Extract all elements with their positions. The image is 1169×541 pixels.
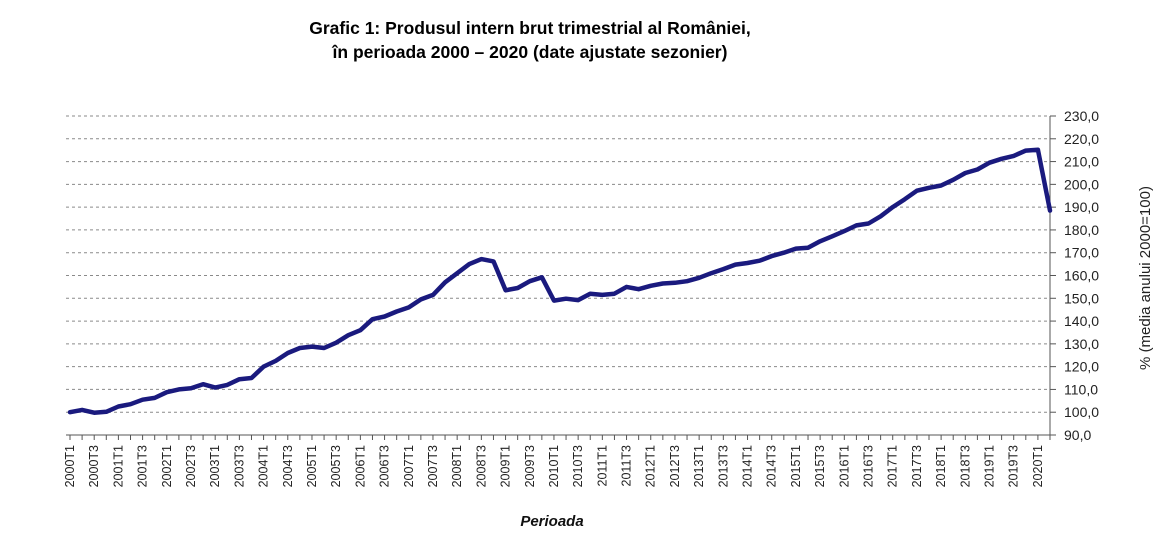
- x-tick-label: 2014T1: [741, 445, 755, 487]
- y-axis-label: % (media anului 2000=100): [1137, 186, 1154, 370]
- y-tick-label: 170,0: [1064, 245, 1099, 261]
- y-tick-label: 190,0: [1064, 199, 1099, 215]
- x-tick-label: 2012T1: [644, 445, 658, 487]
- y-tick-label: 210,0: [1064, 154, 1099, 170]
- x-tick-label: 2008T1: [450, 445, 464, 487]
- y-tick-label: 220,0: [1064, 131, 1099, 147]
- x-tick-label: 2005T3: [329, 445, 343, 487]
- x-tick-label: 2011T3: [620, 445, 634, 487]
- x-tick-label: 2009T1: [499, 445, 513, 487]
- x-tick-label: 2010T1: [547, 445, 561, 487]
- series-line-0: [67, 147, 1053, 415]
- x-tick-label: 2001T1: [111, 445, 125, 487]
- y-tick-label: 120,0: [1064, 359, 1099, 375]
- x-tick-label: 2000T3: [87, 445, 101, 487]
- x-tick-label: 2000T1: [63, 445, 77, 487]
- x-tick-label: 2007T1: [402, 445, 416, 487]
- x-tick-label: 2019T3: [1007, 445, 1021, 487]
- x-tick-label: 2018T3: [958, 445, 972, 487]
- x-tick-label: 2017T3: [910, 445, 924, 487]
- x-tick-label: 2003T3: [232, 445, 246, 487]
- x-tick-label: 2004T1: [257, 445, 271, 487]
- x-tick-label: 2020T1: [1031, 445, 1045, 487]
- x-tick-label: 2002T1: [160, 445, 174, 487]
- x-tick-label: 2003T1: [208, 445, 222, 487]
- x-tick-label: 2016T3: [862, 445, 876, 487]
- y-tick-label: 100,0: [1064, 404, 1099, 420]
- chart-title-line-2: în perioada 2000 – 2020 (date ajustate s…: [332, 42, 728, 62]
- x-tick-label: 2010T3: [571, 445, 585, 487]
- x-tick-label: 2013T1: [692, 445, 706, 487]
- x-tick-label: 2019T1: [983, 445, 997, 487]
- x-tick-label: 2013T3: [716, 445, 730, 487]
- x-tick-label: 2017T1: [886, 445, 900, 487]
- x-tick-label: 2006T3: [378, 445, 392, 487]
- y-tick-label: 230,0: [1064, 108, 1099, 124]
- x-tick-label: 2004T3: [281, 445, 295, 487]
- x-tick-label: 2001T3: [136, 445, 150, 487]
- y-axis: 90,0 100,0 110,0 120,0 130,0 140,0 150,0 160,0 1…: [1049, 108, 1099, 443]
- x-tick-label: 2008T3: [474, 445, 488, 487]
- y-tick-label: 130,0: [1064, 336, 1099, 352]
- x-tick-label: 2006T1: [353, 445, 367, 487]
- y-tick-label: 150,0: [1064, 290, 1099, 306]
- x-tick-label: 2015T1: [789, 445, 803, 487]
- y-tick-label: 110,0: [1064, 381, 1098, 397]
- x-axis: 2000T1 2000T3 2001T1 2001T3 2002T1 2002T3 2003…: [63, 434, 1051, 487]
- series-layer: [67, 147, 1053, 415]
- x-tick-label: 2002T3: [184, 445, 198, 487]
- x-tick-label: 2014T3: [765, 445, 779, 487]
- x-tick-label: 2018T1: [934, 445, 948, 487]
- y-tick-label: 160,0: [1064, 268, 1099, 284]
- chart-title-line-1: Grafic 1: Produsul intern brut trimestri…: [309, 18, 751, 38]
- x-tick-label: 2016T1: [837, 445, 851, 487]
- y-tick-label: 140,0: [1064, 313, 1099, 329]
- gridlines: [66, 115, 1050, 413]
- x-tick-label: 2012T3: [668, 445, 682, 487]
- x-tick-label: 2015T3: [813, 445, 827, 487]
- y-tick-label: 90,0: [1064, 427, 1091, 443]
- y-tick-label: 180,0: [1064, 222, 1099, 238]
- chart-title: Grafic 1: Produsul intern brut trimestri…: [0, 16, 1060, 64]
- y-tick-label: 200,0: [1064, 176, 1099, 192]
- x-axis-label: Perioada: [520, 513, 583, 530]
- x-tick-label: 2007T3: [426, 445, 440, 487]
- x-tick-label: 2005T1: [305, 445, 319, 487]
- x-tick-label: 2009T3: [523, 445, 537, 487]
- x-tick-label: 2011T1: [595, 445, 609, 487]
